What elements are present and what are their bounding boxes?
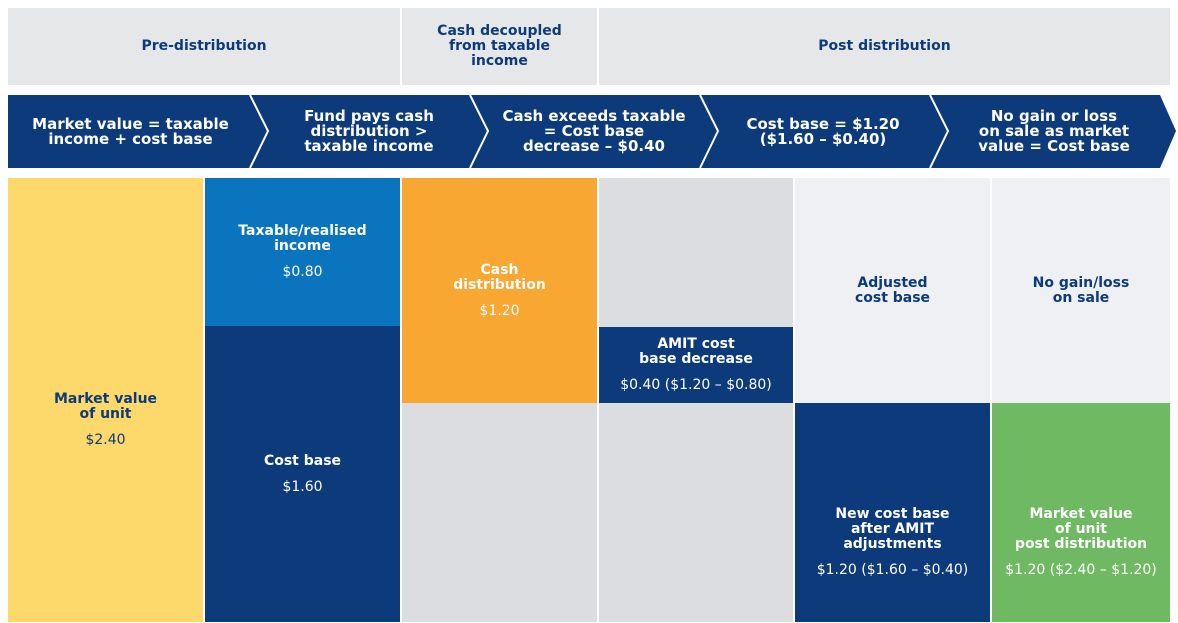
value: $2.40 xyxy=(85,432,126,448)
label-line: Adjusted xyxy=(857,274,928,291)
block: Cash distribution $1.20 xyxy=(402,178,597,403)
label-line: AMIT cost xyxy=(657,336,735,352)
label-line: taxable income xyxy=(304,137,434,155)
arrow-band xyxy=(8,95,1176,168)
label-line: income xyxy=(471,53,528,69)
block: Adjusted cost base xyxy=(795,178,990,403)
label-line: cost base xyxy=(854,289,931,306)
label-line: Market value = taxable xyxy=(32,114,229,133)
step: Fund pays cash distribution > taxable inco… xyxy=(258,95,480,168)
label: Post distribution xyxy=(818,39,950,54)
label: Fund pays cash distribution > taxable inco… xyxy=(304,109,434,154)
label: AMIT cost base decrease xyxy=(639,337,753,367)
value: $1.60 xyxy=(282,478,323,495)
block: New cost base after AMIT adjustments $1.20 … xyxy=(795,403,990,622)
label-line: on sale as market xyxy=(978,122,1130,140)
block: No gain/loss on sale xyxy=(992,178,1170,403)
label: Taxable/realised income xyxy=(238,224,366,254)
label-line: income + cost base xyxy=(48,129,213,148)
step: Market value = taxable income + cost base xyxy=(8,95,253,168)
label-line: from taxable xyxy=(448,38,550,54)
filler xyxy=(599,403,793,622)
label-line: = Cost base xyxy=(543,122,645,140)
filler xyxy=(599,178,793,327)
label: Cash exceeds taxable = Cost base decrease … xyxy=(502,109,685,154)
label-line: post distribution xyxy=(1014,536,1148,552)
label-line: Market value xyxy=(1029,506,1133,522)
label: No gain/loss on sale xyxy=(1032,274,1130,306)
label-line: Pre-distribution xyxy=(141,38,267,54)
label-line: Fund pays cash xyxy=(304,107,434,125)
label: Cash decoupled from taxable income xyxy=(437,24,562,69)
header-cell: Pre-distribution xyxy=(8,8,400,85)
label-line: No gain or loss xyxy=(990,107,1118,125)
label: Market value of unit post distribution xyxy=(1015,507,1147,552)
label-line: New cost base xyxy=(835,506,950,522)
label-line: distribution xyxy=(453,276,546,293)
label-line: Cash decoupled xyxy=(437,23,562,39)
label-line: Market value xyxy=(53,391,158,407)
label-line: ($1.60 – $0.40) xyxy=(759,129,887,148)
value: $1.20 ($2.40 – $1.20) xyxy=(1005,562,1157,578)
label-line: Post distribution xyxy=(818,38,951,54)
label: Cash distribution xyxy=(453,261,546,293)
label-line: of unit xyxy=(1054,521,1107,537)
label-line: Cost base xyxy=(263,452,342,469)
label-line: value = Cost base xyxy=(978,137,1130,155)
label-line: adjustments xyxy=(843,536,942,552)
label: Cost base xyxy=(263,452,342,469)
label-line: after AMIT xyxy=(850,521,934,537)
chevron xyxy=(249,94,270,169)
value: $1.20 ($1.60 – $0.40) xyxy=(816,562,969,578)
chevron xyxy=(469,94,490,169)
filler xyxy=(402,403,597,622)
label-line: Taxable/realised xyxy=(238,223,367,239)
header-cell: Post distribution xyxy=(599,8,1170,85)
value: $0.40 ($1.20 – $0.80) xyxy=(620,377,772,393)
label-line: income xyxy=(274,238,331,254)
label: Adjusted cost base xyxy=(854,274,931,306)
block: Cost base $1.60 xyxy=(205,326,400,622)
label-line: decrease – $0.40 xyxy=(522,137,665,155)
label: Cost base = $1.20 ($1.60 – $0.40) xyxy=(746,114,900,148)
label: New cost base after AMIT adjustments xyxy=(835,507,949,552)
step: Cash exceeds taxable = Cost base decrease … xyxy=(478,95,710,168)
label: Market value of unit xyxy=(54,392,157,422)
label-line: distribution > xyxy=(310,122,428,140)
value: $0.80 xyxy=(282,264,323,280)
filler xyxy=(8,178,203,622)
block: Taxable/realised income $0.80 xyxy=(205,178,400,326)
label-line: Cost base = $1.20 xyxy=(746,114,900,133)
label-line: of unit xyxy=(79,406,132,422)
block: Market value of unit post distribution $1.2… xyxy=(992,403,1170,622)
label: Market value = taxable income + cost base xyxy=(32,114,229,148)
label-line: Cash exceeds taxable xyxy=(502,107,686,125)
chevron xyxy=(929,94,950,169)
label-line: on sale xyxy=(1052,289,1110,306)
step: Cost base = $1.20 ($1.60 – $0.40) xyxy=(708,95,938,168)
label: Pre-distribution xyxy=(141,39,266,54)
value: $1.20 xyxy=(479,302,520,319)
block: Market value of unit $2.40 xyxy=(8,178,203,622)
label-line: No gain/loss xyxy=(1032,274,1130,291)
block: AMIT cost base decrease $0.40 ($1.20 – $0.… xyxy=(599,327,793,403)
step: No gain or loss on sale as market value = … xyxy=(938,95,1170,168)
header-cell: Cash decoupled from taxable income xyxy=(402,8,597,85)
label-line: base decrease xyxy=(639,351,753,367)
chevron xyxy=(699,94,720,169)
label: No gain or loss on sale as market value = … xyxy=(978,109,1130,154)
label-line: Cash xyxy=(480,261,519,278)
